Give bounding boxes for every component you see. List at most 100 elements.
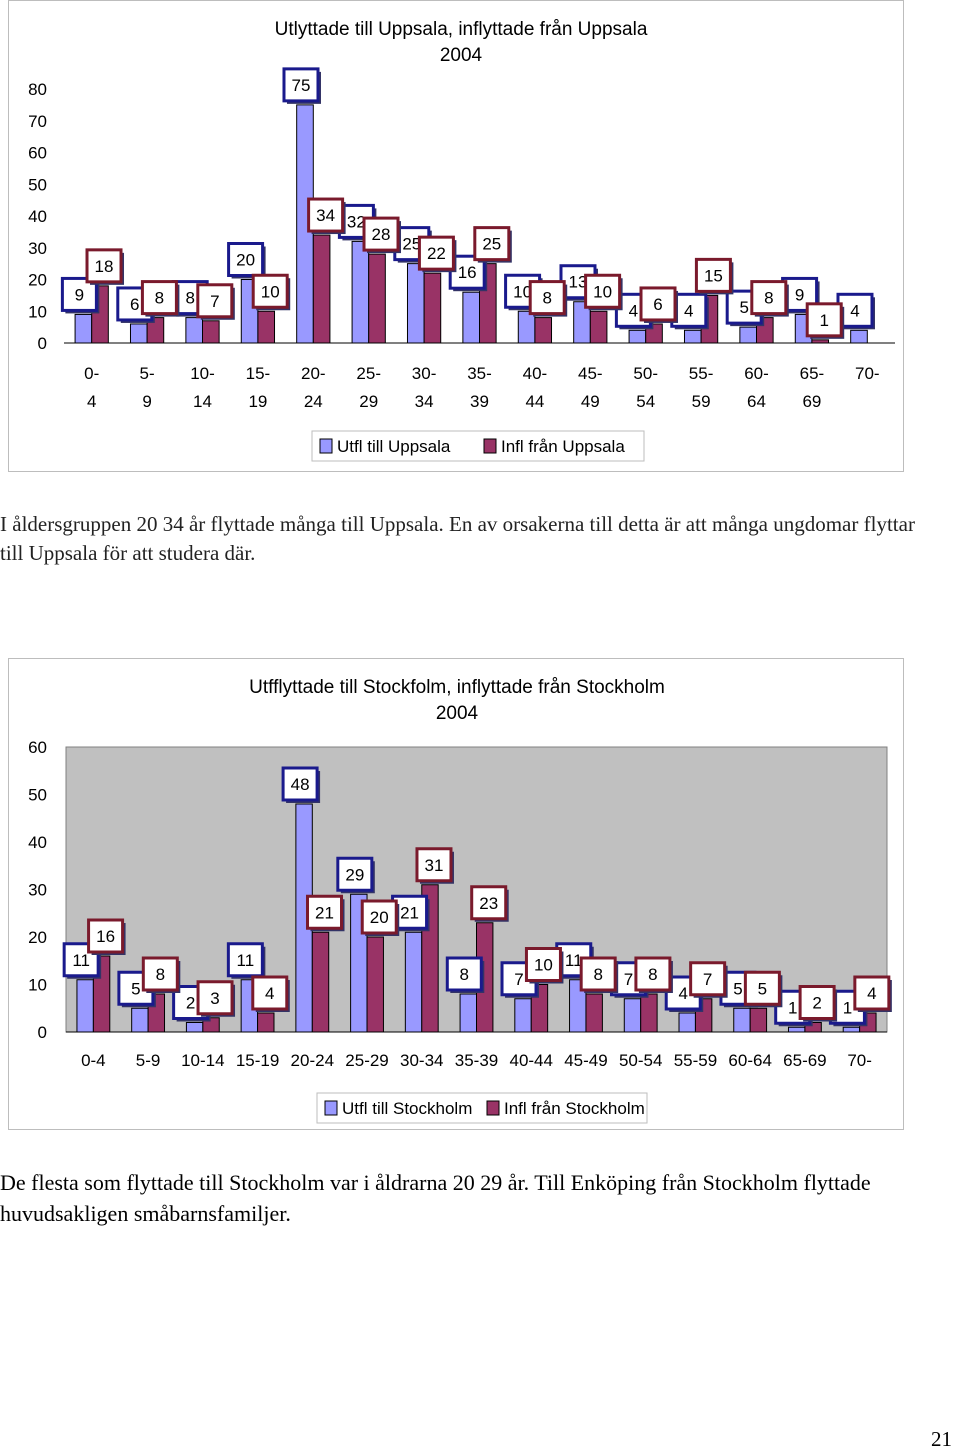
x-tick-label: 50-54 [619,1051,662,1070]
data-label: 5 [131,979,140,998]
data-label: 25 [402,235,421,254]
legend-swatch [324,1100,338,1116]
data-label: 18 [95,257,114,276]
x-tick-label: 70- [855,364,880,383]
bar [459,993,477,1033]
data-label-box [415,847,453,883]
bar [850,329,868,344]
data-label: 21 [315,903,334,922]
y-tick-label: 30 [28,881,47,900]
x-tick-label: 65-69 [783,1051,826,1070]
data-label: 1 [819,311,828,330]
data-label: 5 [758,979,767,998]
data-label-box [805,302,843,338]
bar [739,326,758,344]
data-label-box [196,980,234,1016]
data-label: 21 [400,903,419,922]
data-label-box [743,970,781,1006]
y-tick-label: 40 [28,833,47,852]
bar [185,1022,204,1033]
data-label-box [306,894,344,930]
data-label-box [226,942,264,978]
x-tick-label: 0-4 [81,1051,106,1070]
data-label: 3 [210,989,219,1008]
data-label: 20 [370,908,389,927]
x-tick-label: 5-9 [140,364,155,411]
data-label-box [694,257,732,293]
data-label-box [639,286,677,322]
data-label: 15 [704,266,723,285]
bar [678,1012,696,1033]
data-label: 7 [703,970,712,989]
data-label: 7 [514,970,523,989]
bar [366,936,384,1033]
bar [787,1026,806,1033]
data-label: 13 [569,273,588,292]
legend-label: Infl från Stockholm [504,1099,645,1118]
bar [351,240,370,344]
chart-subtitle: 2004 [436,703,479,724]
x-tick-label: 5-9 [136,1051,161,1070]
x-tick-label: 40-44 [523,364,548,411]
x-tick-label: 45-49 [564,1051,607,1070]
data-label: 11 [237,951,255,970]
legend-swatch [483,438,497,454]
y-tick-label: 80 [28,80,47,99]
data-label: 4 [850,301,859,320]
y-tick-label: 20 [28,928,47,947]
data-label: 10 [513,282,532,301]
data-label: 48 [291,775,310,794]
x-tick-label: 50-54 [633,364,658,411]
bar [129,323,148,344]
x-tick-label: 40-44 [509,1051,552,1070]
x-tick-label: 20-24 [291,1051,334,1070]
legend-swatch [486,1100,500,1116]
bar [423,272,442,344]
data-label: 34 [316,206,335,225]
data-label: 4 [629,301,638,320]
legend-label: Utfl till Stockholm [342,1099,472,1118]
data-label-box [750,280,788,316]
data-label-box [470,885,508,921]
x-tick-label: 35-39 [455,1051,498,1070]
data-label: 8 [156,965,165,984]
bar [683,329,702,344]
x-tick-label: 25-29 [345,1051,388,1070]
x-tick-label: 15-19 [236,1051,279,1070]
bar [623,998,642,1033]
chart-title: Utlyttade till Uppsala, inflyttade från … [275,19,648,40]
data-label: 16 [96,927,115,946]
bar [312,234,331,344]
data-label-box [140,280,178,316]
chart-uppsala: Utlyttade till Uppsala, inflyttade från … [8,0,904,472]
data-label: 7 [210,292,219,311]
bar [628,329,647,344]
y-tick-label: 0 [38,1023,47,1042]
bar [462,291,481,344]
legend-box [316,1092,648,1124]
paragraph-uppsala: I åldersgruppen 20 34 år flyttade många … [0,512,915,565]
x-tick-label: 20-24 [301,364,326,411]
x-tick-label: 10-14 [181,1051,224,1070]
data-label: 1 [788,998,797,1017]
data-label-box [85,248,123,284]
chart-title: Utfflyttade till Stockfolm, inflyttade f… [249,677,665,698]
data-label-box [307,197,345,233]
y-tick-label: 40 [28,207,47,226]
chart-stockholm-svg: Utfflyttade till Stockfolm, inflyttade f… [28,677,892,1124]
y-tick-label: 30 [28,239,47,258]
bar [185,317,204,344]
x-tick-label: 10-14 [190,364,215,411]
bar [733,1007,751,1033]
data-label: 8 [185,289,194,308]
data-label: 22 [427,244,446,263]
data-label: 75 [292,76,311,95]
x-tick-label: 70- [847,1051,872,1070]
data-label: 8 [460,965,469,984]
data-label: 6 [130,295,139,314]
chart-uppsala-svg: Utlyttade till Uppsala, inflyttade från … [28,19,895,462]
data-label: 4 [684,301,693,320]
data-label: 7 [624,970,633,989]
bar [74,313,93,344]
data-label: 4 [678,984,687,1003]
